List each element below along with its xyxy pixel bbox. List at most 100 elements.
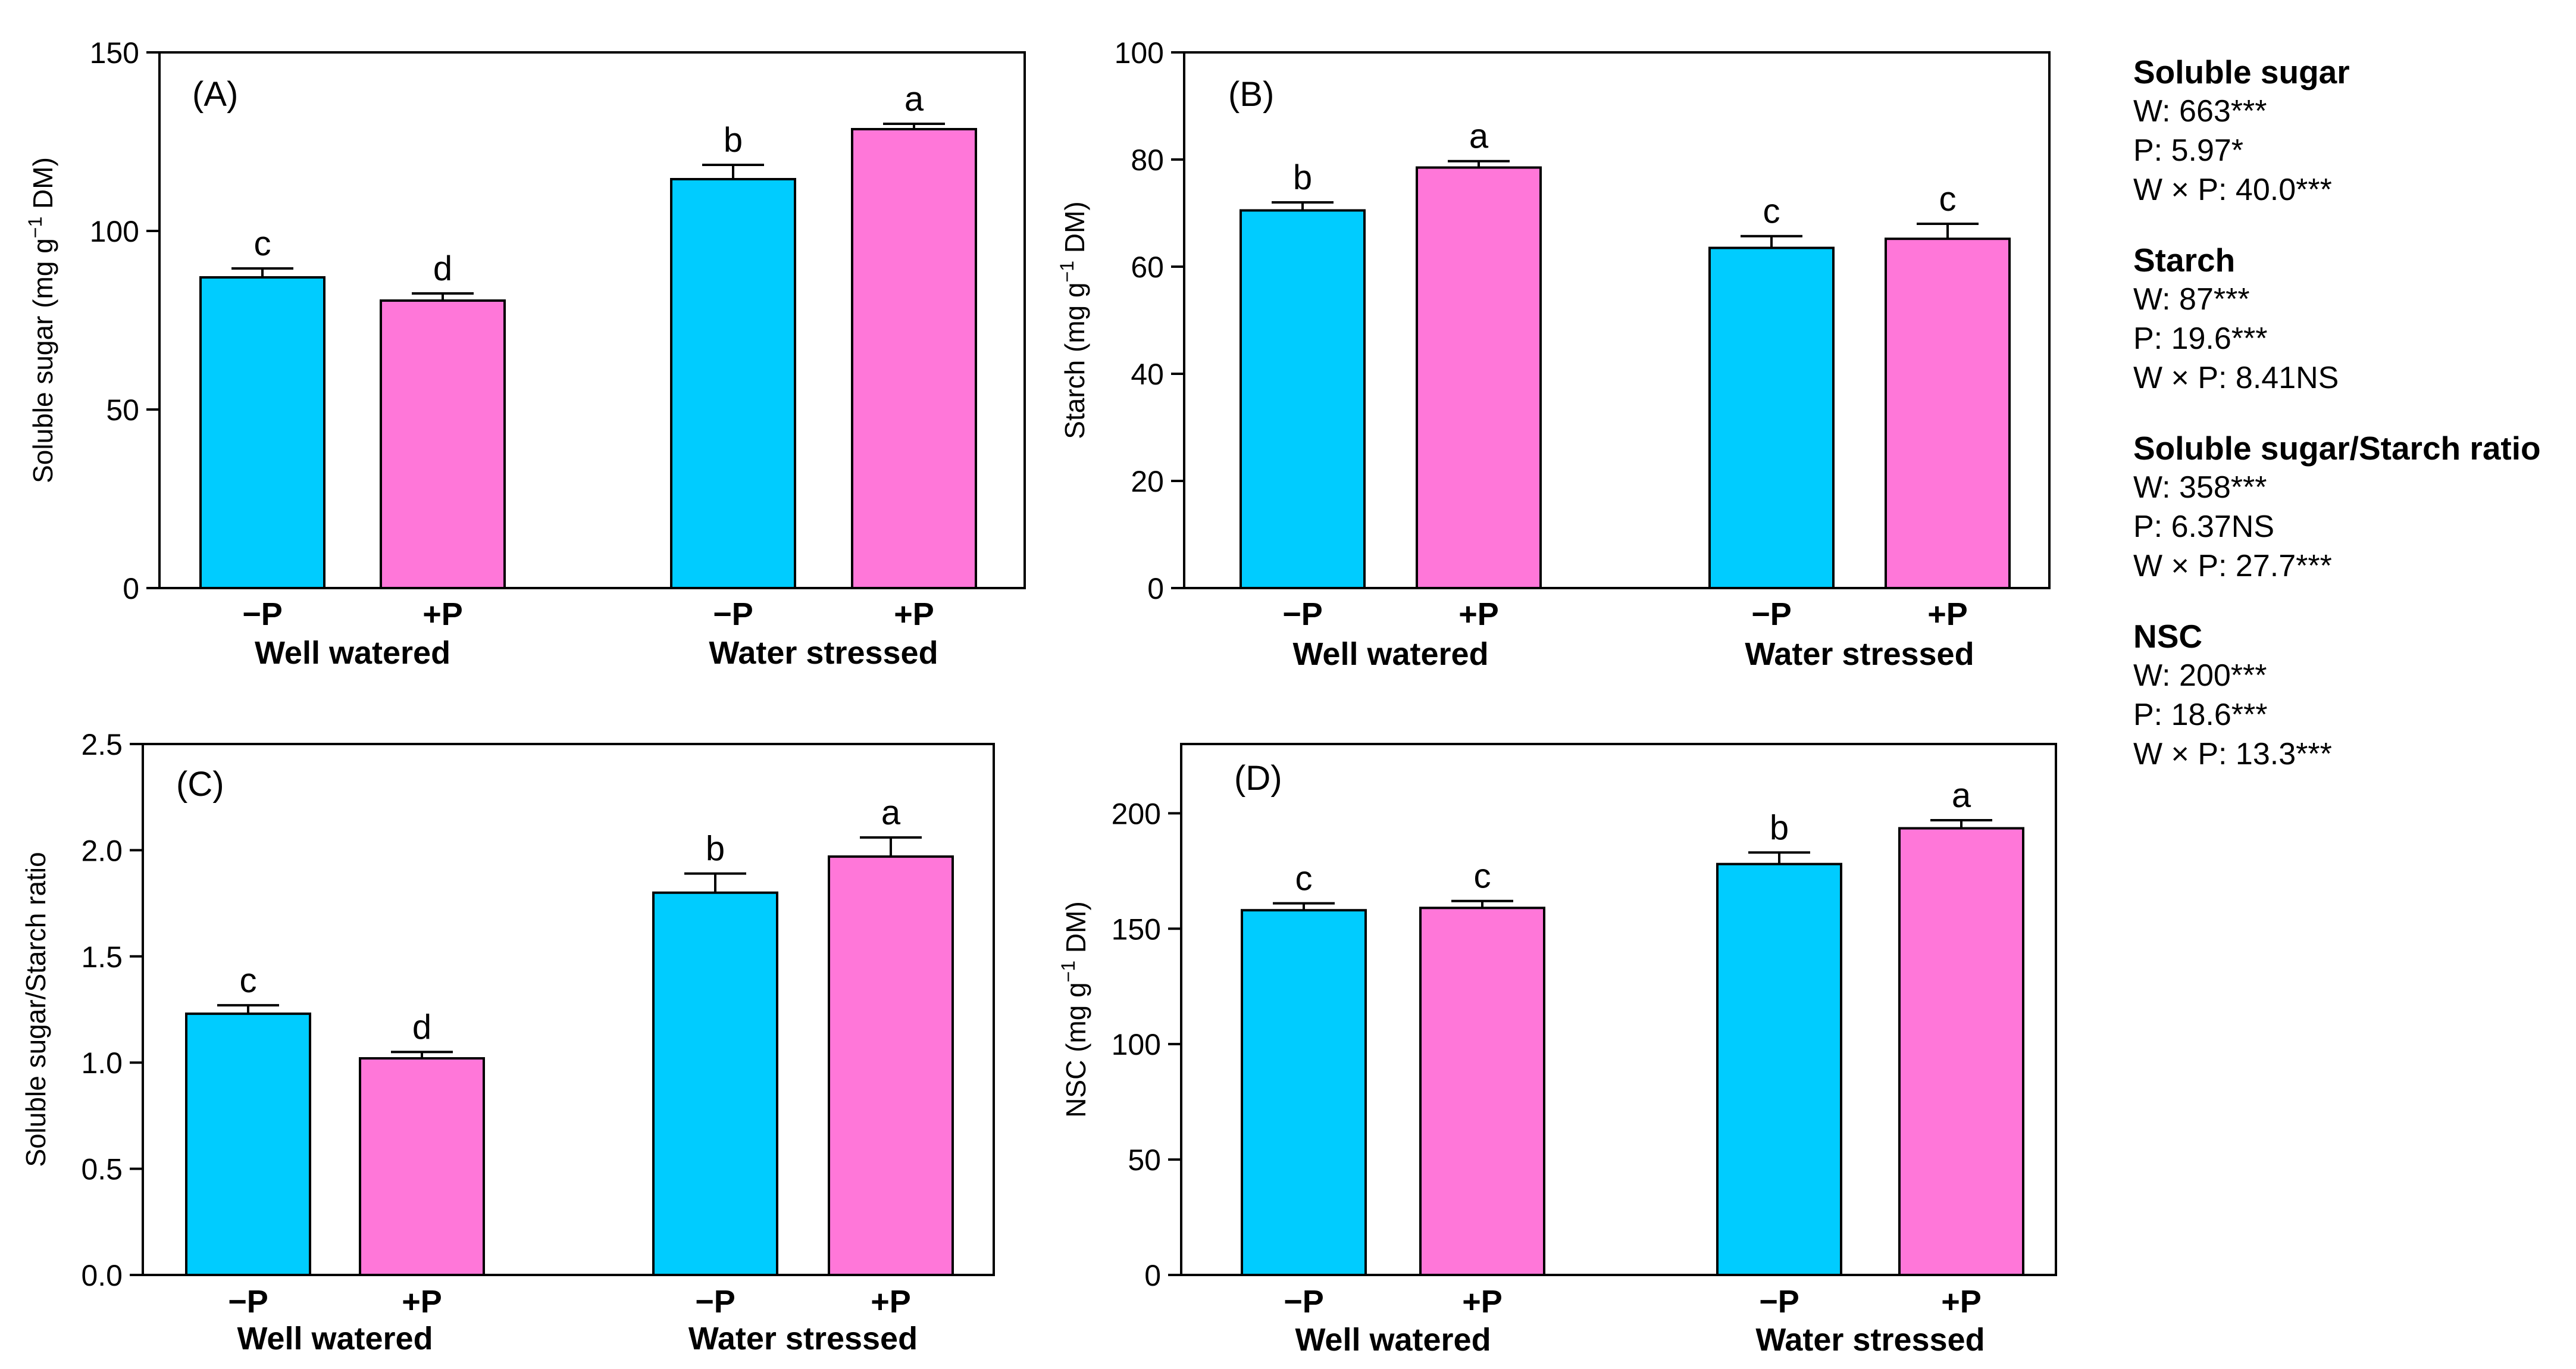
stat-line: W × P: 8.41NS [2133, 361, 2339, 395]
y-tick-label: 150 [90, 36, 139, 70]
bar [652, 891, 778, 1276]
chart-panel: 0 50 100 150 200 NSC (mg g−1 DM) (D) c −P c +P b −P a… [1057, 743, 2057, 1358]
group-label: Well watered [237, 1321, 433, 1357]
bar [1419, 907, 1545, 1277]
x-tick-label: −P [695, 1284, 735, 1320]
panel-label: (B) [1228, 75, 1274, 114]
y-tick-label: 80 [1131, 143, 1164, 177]
y-tick-label: 0 [1144, 1259, 1161, 1292]
bar [185, 1012, 311, 1276]
y-tick-label: 100 [90, 215, 139, 248]
stat-line: W: 663*** [2133, 94, 2267, 129]
y-axis-label-text: Soluble sugar (mg g [27, 238, 58, 483]
y-tick-label: 100 [1112, 1028, 1161, 1061]
plot-frame [1180, 743, 2057, 1276]
significance-letter: b [1293, 158, 1312, 197]
bar [380, 299, 506, 589]
stat-block-ratio: Soluble sugar/Starch ratio W: 358*** P: … [2133, 429, 2574, 586]
significance-letter: c [240, 961, 257, 1000]
y-tick-label: 20 [1131, 465, 1164, 498]
x-tick-label: −P [713, 596, 753, 632]
bar [1716, 862, 1842, 1276]
x-tick-label: −P [1284, 1284, 1324, 1320]
x-tick-label: −P [228, 1284, 268, 1320]
bar [1240, 209, 1366, 589]
y-axis-label: Soluble sugar/Starch ratio [20, 852, 51, 1167]
y-tick-label: 0.5 [81, 1153, 123, 1186]
stat-line: P: 5.97* [2133, 133, 2244, 168]
bar [1708, 246, 1835, 589]
y-axis-label-text: DM) [1060, 901, 1091, 961]
x-tick-label: +P [1462, 1284, 1503, 1320]
y-tick-label: 2.0 [81, 834, 123, 867]
y-tick-label: 0 [123, 572, 139, 605]
x-tick-label: −P [1759, 1284, 1799, 1320]
y-tick-label: 2.5 [81, 728, 123, 761]
y-tick-label: 40 [1131, 358, 1164, 391]
y-tick-label: 50 [106, 393, 139, 427]
bar [359, 1057, 485, 1276]
y-axis-label-text: Soluble sugar/Starch ratio [20, 852, 51, 1167]
group-label: Well watered [255, 635, 450, 671]
y-axis-label-superscript: −1 [24, 217, 46, 238]
significance-letter: d [433, 249, 452, 288]
stat-line: W: 87*** [2133, 282, 2250, 317]
x-tick-label: +P [422, 596, 463, 632]
bar [670, 178, 796, 589]
y-tick-label: 100 [1115, 36, 1164, 70]
significance-letter: a [1469, 117, 1489, 156]
bar [1416, 166, 1542, 589]
statistics-legend: Soluble sugar W: 663*** P: 5.97* W × P: … [2133, 52, 2574, 805]
y-tick-label: 60 [1131, 251, 1164, 284]
significance-letter: c [1295, 859, 1313, 898]
stat-title: NSC [2133, 618, 2203, 655]
significance-letter: a [904, 80, 924, 118]
chart-panel: 0 50 100 150 Soluble sugar (mg g−1 DM) (A) c −P… [24, 36, 1026, 671]
y-axis-label-superscript: −1 [1056, 261, 1078, 282]
significance-letter: c [1939, 180, 1957, 218]
significance-letter: a [881, 793, 901, 832]
x-tick-label: +P [1458, 596, 1499, 632]
y-tick-label: 1.5 [81, 940, 123, 974]
group-label: Well watered [1295, 1322, 1491, 1358]
y-axis-label: NSC (mg g−1 DM) [1057, 901, 1091, 1118]
y-axis-label-text: DM) [1059, 201, 1090, 261]
stat-block-soluble-sugar: Soluble sugar W: 663*** P: 5.97* W × P: … [2133, 52, 2574, 210]
bar [851, 128, 977, 589]
plot-frame [142, 743, 995, 1276]
bar [1885, 237, 2011, 589]
plot-frame [1183, 51, 2051, 589]
significance-letter: b [706, 830, 725, 868]
y-tick-label: 150 [1112, 912, 1161, 946]
stat-line: P: 6.37NS [2133, 510, 2275, 544]
stat-line: W × P: 27.7*** [2133, 549, 2332, 583]
significance-letter: d [412, 1008, 431, 1046]
x-tick-label: +P [1941, 1284, 1982, 1320]
y-axis-label-superscript: −1 [1057, 961, 1079, 982]
stat-title: Soluble sugar [2133, 54, 2350, 90]
y-tick-label: 0 [1147, 572, 1164, 605]
y-tick-label: 200 [1112, 797, 1161, 830]
y-tick-label: 1.0 [81, 1046, 123, 1080]
chart-panel: 0.0 0.5 1.0 1.5 2.0 2.5 Soluble sugar/Starch r… [20, 728, 995, 1357]
stat-line: W × P: 13.3*** [2133, 737, 2332, 771]
stat-title: Starch [2133, 242, 2236, 279]
significance-letter: c [1763, 192, 1780, 231]
y-axis-label: Soluble sugar (mg g−1 DM) [24, 157, 58, 483]
stat-block-nsc: NSC W: 200*** P: 18.6*** W × P: 13.3*** [2133, 617, 2574, 774]
stat-line: P: 19.6*** [2133, 321, 2268, 356]
bar [1898, 827, 2024, 1276]
y-axis-label: Starch (mg g−1 DM) [1056, 201, 1090, 439]
y-tick-label: 50 [1128, 1143, 1161, 1177]
stat-line: W: 358*** [2133, 470, 2267, 505]
panel-label: (D) [1234, 759, 1282, 798]
plot-frame [158, 51, 1026, 589]
group-label: Water stressed [709, 635, 938, 671]
x-tick-label: −P [1751, 596, 1792, 632]
group-label: Well watered [1292, 636, 1488, 672]
significance-letter: a [1952, 776, 1971, 815]
y-tick-label: 0.0 [81, 1259, 123, 1292]
stat-line: P: 18.6*** [2133, 698, 2268, 732]
group-label: Water stressed [688, 1321, 918, 1357]
